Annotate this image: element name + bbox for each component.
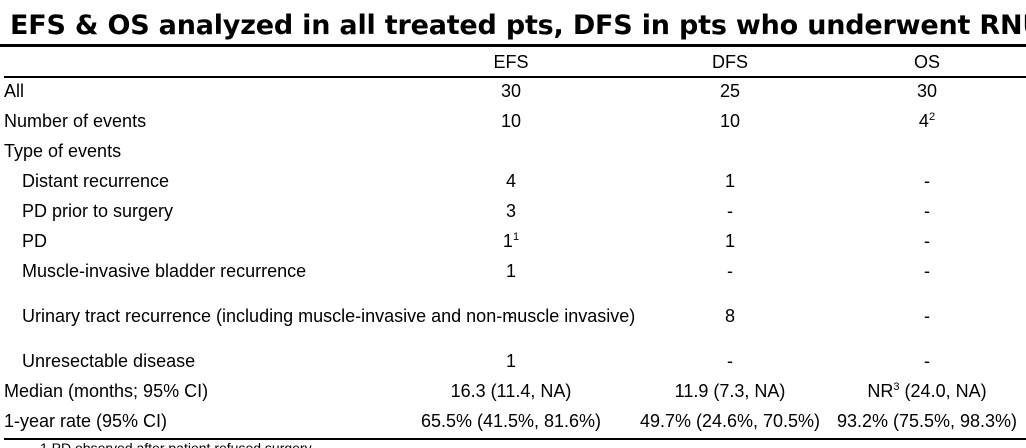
row-urinary-tract-recurrence: Urinary tract recurrence (including musc… xyxy=(4,286,1026,346)
dfs-value: 1 xyxy=(724,171,735,191)
efs-value xyxy=(390,136,632,166)
os-value: - xyxy=(924,261,930,281)
os-ci: (24.0, NA) xyxy=(899,381,987,401)
dfs-value: - xyxy=(727,261,733,281)
footnote-ref-3: 3 xyxy=(893,381,900,393)
row-pd-prior-to-surgery: PD prior to surgery 3 - - xyxy=(4,196,1026,226)
efs-value: 65.5% (41.5%, 81.6%) xyxy=(420,411,602,431)
efs-value: 16.3 (11.4, NA) xyxy=(450,381,572,401)
efs-value: 1 xyxy=(505,261,516,281)
row-1-year-rate: 1-year rate (95% CI) 65.5% (41.5%, 81.6%… xyxy=(4,406,1026,436)
events-table: EFS DFS OS All 30 25 30 Number of events… xyxy=(4,48,1026,436)
efs-value: 4 xyxy=(505,171,516,191)
footnote-ref-2: 2 xyxy=(928,111,936,123)
row-muscle-invasive-bladder-recurrence: Muscle-invasive bladder recurrence 1 - - xyxy=(4,256,1026,286)
os-value xyxy=(828,136,1026,166)
os-prefix: NR xyxy=(867,381,894,401)
efs-value: 1 xyxy=(505,351,516,371)
efs-value: 11 xyxy=(390,226,632,256)
os-number: 4 xyxy=(918,111,929,131)
row-all: All 30 25 30 xyxy=(4,76,1026,106)
efs-value: 30 xyxy=(500,81,522,101)
header-row: EFS DFS OS xyxy=(4,48,1026,76)
row-label: Muscle-invasive bladder recurrence xyxy=(22,261,307,281)
row-label: PD prior to surgery xyxy=(22,201,174,221)
footnote: 1 PD observed after patient refused surg… xyxy=(40,440,312,448)
row-label: Type of events xyxy=(4,141,122,161)
row-label: Urinary tract recurrence (including musc… xyxy=(22,306,636,326)
row-unresectable-disease: Unresectable disease 1 - - xyxy=(4,346,1026,376)
os-value: - xyxy=(924,201,930,221)
header-os: OS xyxy=(913,52,940,72)
row-label: Distant recurrence xyxy=(22,171,170,191)
row-median: Median (months; 95% CI) 16.3 (11.4, NA) … xyxy=(4,376,1026,406)
os-value: - xyxy=(924,351,930,371)
header-label-cell xyxy=(4,48,390,76)
title-rule xyxy=(0,44,1026,47)
dfs-value: - xyxy=(727,201,733,221)
dfs-value: 11.9 (7.3, NA) xyxy=(674,381,786,401)
row-label: PD xyxy=(22,231,48,251)
os-value: - xyxy=(924,171,930,191)
bottom-rule xyxy=(4,438,1026,440)
dfs-value: 49.7% (24.6%, 70.5%) xyxy=(639,411,821,431)
row-label: 1-year rate (95% CI) xyxy=(4,411,168,431)
dfs-value: 1 xyxy=(724,231,735,251)
dfs-value: - xyxy=(727,351,733,371)
header-efs: EFS xyxy=(493,52,529,72)
row-pd: PD 11 1 - xyxy=(4,226,1026,256)
os-value: 42 xyxy=(828,106,1026,136)
os-value: - xyxy=(924,306,930,326)
os-value: 30 xyxy=(916,81,938,101)
os-value: 93.2% (75.5%, 98.3%) xyxy=(836,411,1018,431)
efs-value: 3 xyxy=(505,201,516,221)
header-rule xyxy=(4,76,1026,78)
row-label: Number of events xyxy=(4,111,147,131)
row-label: Unresectable disease xyxy=(22,351,196,371)
header-dfs: DFS xyxy=(712,52,748,72)
dfs-value: 10 xyxy=(719,111,741,131)
efs-value: 10 xyxy=(500,111,522,131)
row-distant-recurrence: Distant recurrence 4 1 - xyxy=(4,166,1026,196)
dfs-value: 25 xyxy=(719,81,741,101)
row-label: Median (months; 95% CI) xyxy=(4,381,209,401)
slide-title: EFS & OS analyzed in all treated pts, DF… xyxy=(10,10,1026,41)
dfs-value: 8 xyxy=(724,306,735,326)
row-type-of-events: Type of events xyxy=(4,136,1026,166)
dfs-value xyxy=(632,136,828,166)
row-number-of-events: Number of events 10 10 42 xyxy=(4,106,1026,136)
os-value: NR3 (24.0, NA) xyxy=(828,376,1026,406)
efs-value: - xyxy=(508,306,514,326)
os-value: - xyxy=(924,231,930,251)
footnote-ref-1: 1 xyxy=(512,231,520,243)
efs-number: 1 xyxy=(502,231,513,251)
row-label: All xyxy=(4,81,25,101)
